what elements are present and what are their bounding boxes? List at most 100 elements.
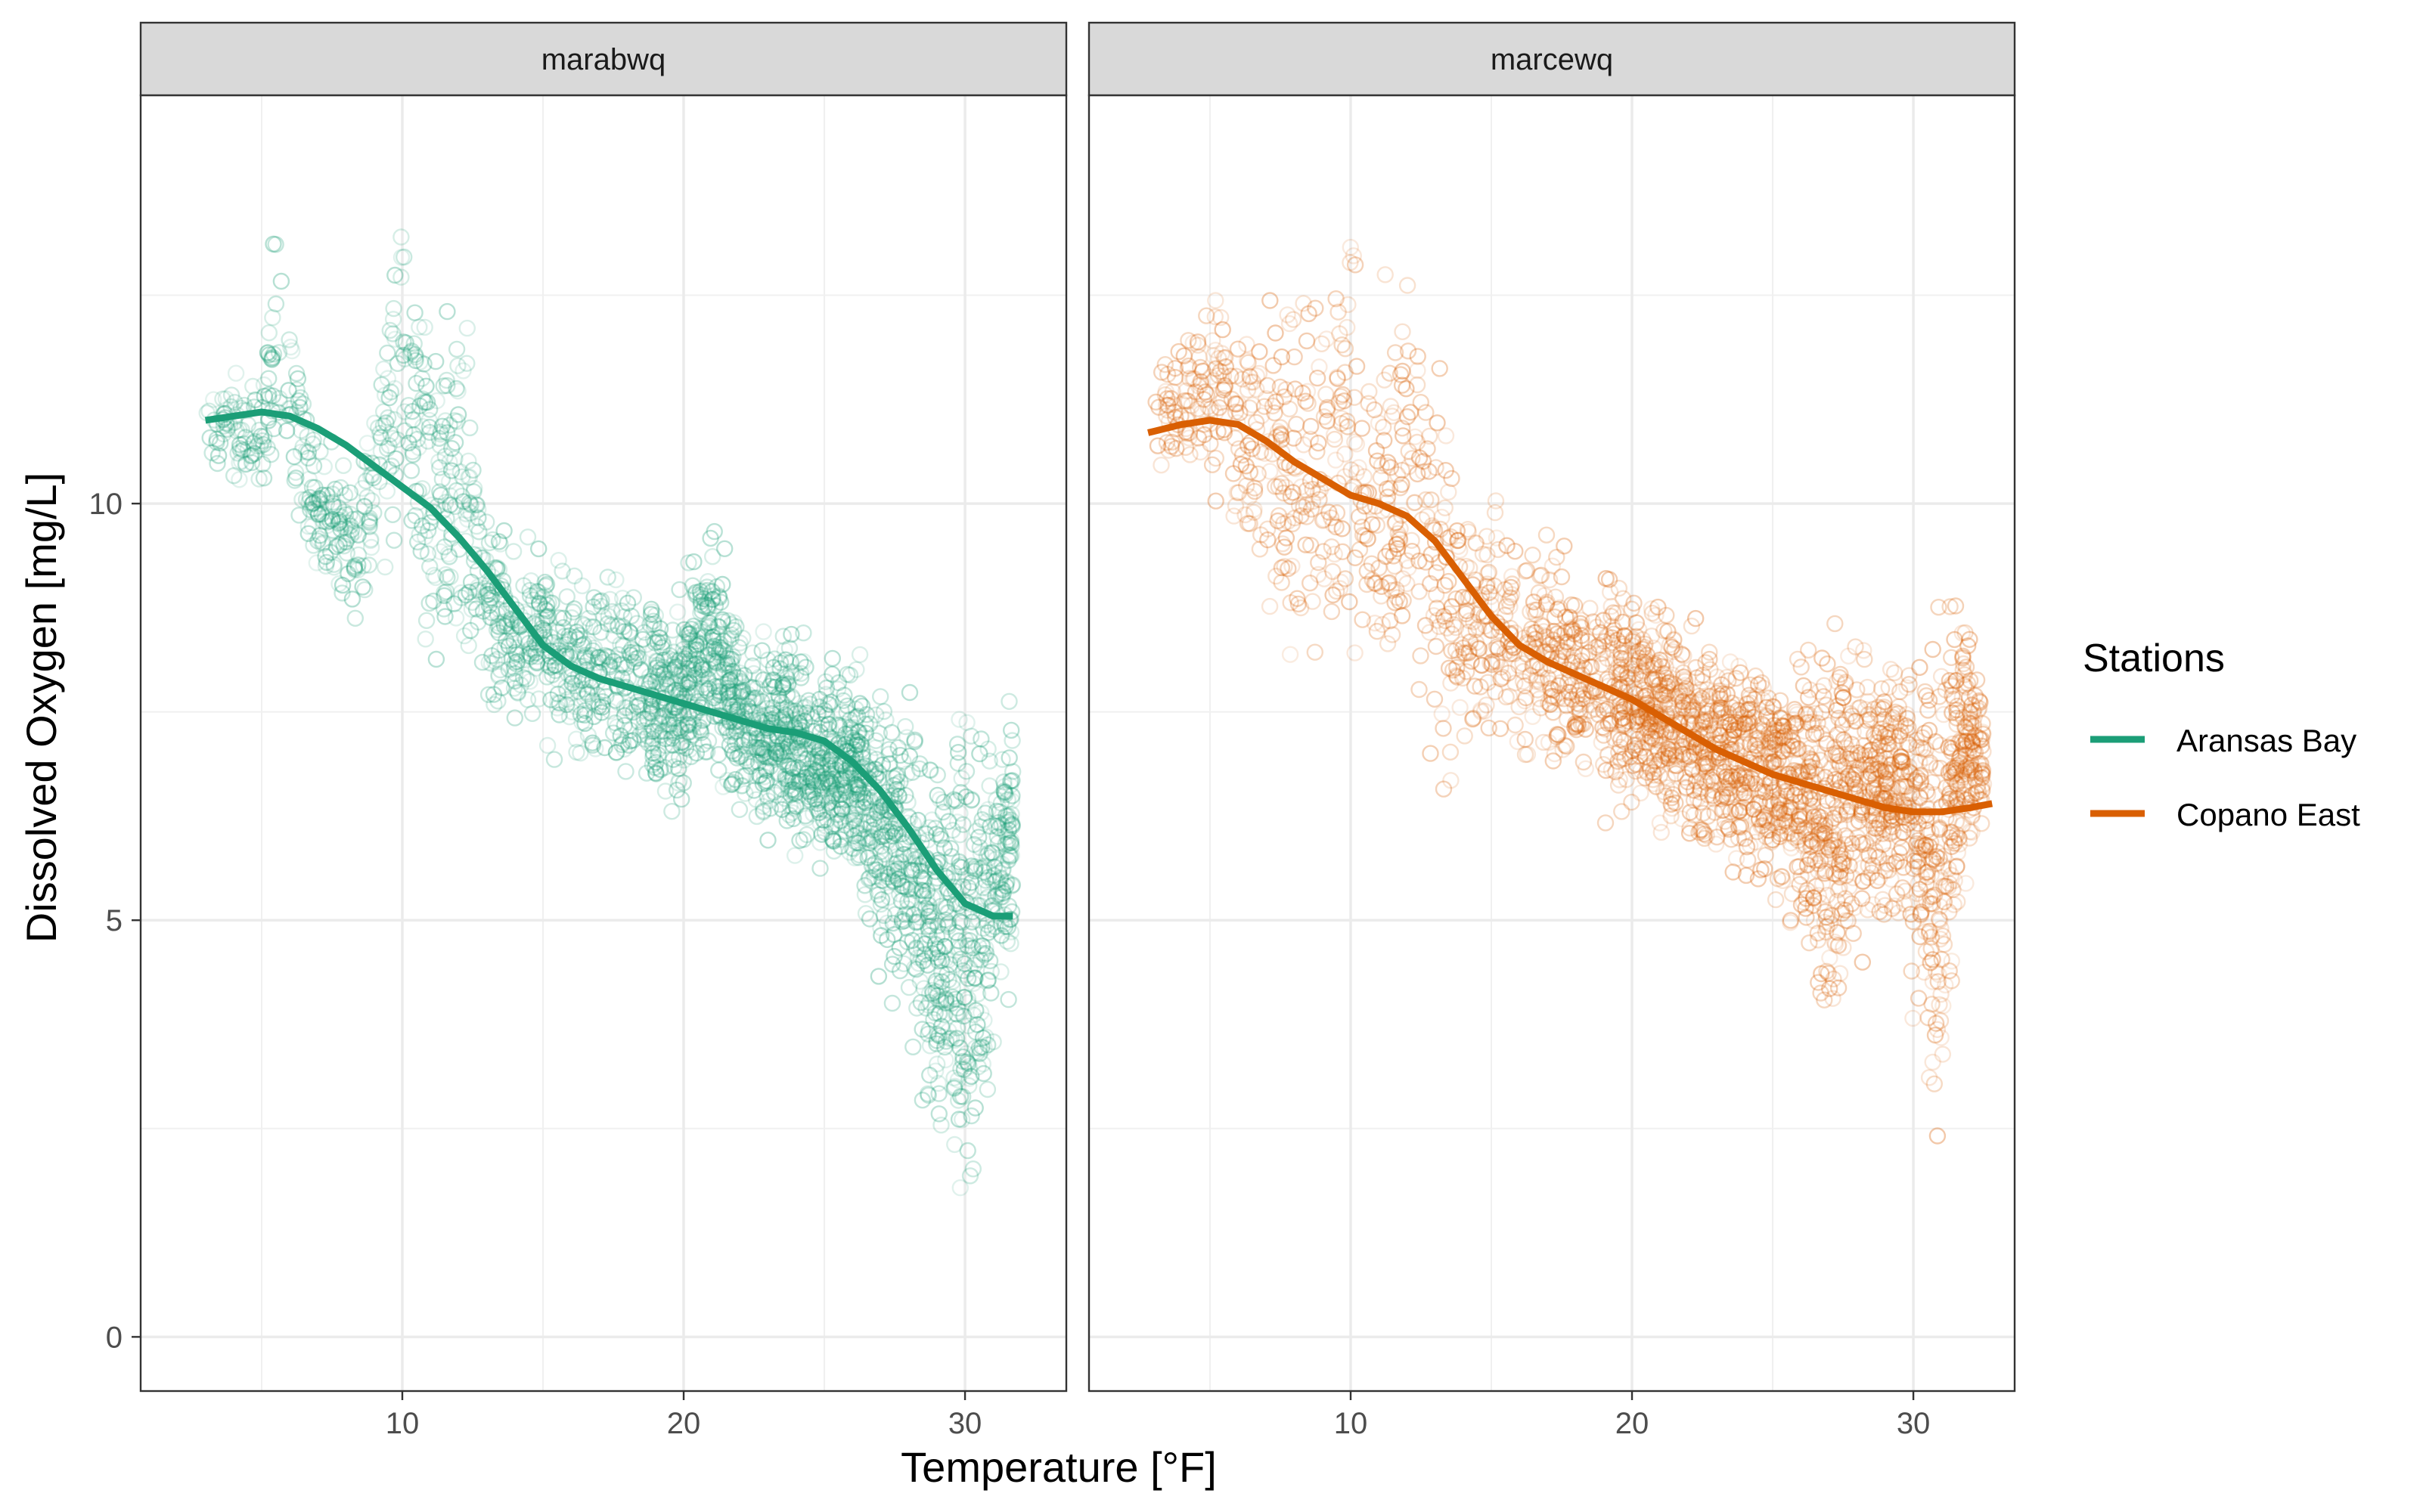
- data-point: [704, 548, 721, 565]
- data-point: [517, 631, 535, 648]
- data-point: [714, 641, 732, 659]
- data-point: [739, 686, 757, 703]
- data-point: [724, 742, 741, 760]
- data-point: [949, 754, 967, 772]
- data-point: [927, 889, 945, 906]
- data-point: [997, 785, 1014, 804]
- data-point: [873, 891, 891, 909]
- data-point: [645, 620, 662, 638]
- data-point: [675, 664, 693, 682]
- data-point: [854, 785, 872, 804]
- data-point: [461, 419, 479, 437]
- data-point: [796, 712, 814, 730]
- data-point: [878, 833, 896, 851]
- data-point: [780, 758, 799, 775]
- data-point: [1531, 567, 1549, 584]
- data-point: [1884, 780, 1902, 798]
- data-point: [420, 522, 437, 539]
- data-point: [662, 674, 680, 692]
- data-point: [817, 673, 835, 690]
- data-point: [894, 877, 911, 895]
- data-point: [994, 751, 1011, 768]
- data-point: [725, 614, 743, 631]
- data-point: [954, 962, 973, 980]
- data-point: [584, 734, 601, 751]
- data-point: [774, 739, 791, 757]
- data-point: [710, 678, 728, 696]
- data-point: [233, 452, 250, 470]
- data-point: [845, 776, 864, 793]
- data-point: [966, 860, 983, 878]
- data-point: [981, 849, 998, 866]
- data-point: [616, 740, 633, 758]
- data-point: [779, 757, 796, 774]
- data-point: [885, 776, 903, 795]
- data-point: [712, 686, 729, 704]
- data-point: [723, 775, 741, 793]
- data-point: [414, 390, 432, 407]
- data-point: [841, 711, 859, 729]
- data-point: [989, 834, 1007, 852]
- data-point: [234, 442, 252, 459]
- data-point: [517, 651, 535, 669]
- data-point: [700, 680, 718, 698]
- data-point: [525, 642, 543, 659]
- data-point: [699, 581, 717, 600]
- data-point: [1940, 878, 1957, 896]
- data-point: [868, 861, 886, 879]
- data-point: [832, 831, 850, 848]
- data-point: [795, 831, 812, 848]
- data-point: [783, 690, 802, 708]
- data-point: [599, 615, 616, 633]
- data-point: [655, 706, 672, 724]
- data-point: [926, 1062, 945, 1080]
- data-point: [990, 864, 1007, 881]
- data-point: [616, 717, 633, 734]
- data-point: [533, 615, 551, 632]
- data-point: [887, 841, 904, 859]
- data-point: [414, 480, 431, 497]
- data-point: [890, 788, 908, 805]
- data-point: [1489, 541, 1507, 559]
- data-point: [754, 740, 771, 758]
- data-point: [824, 787, 842, 804]
- data-point: [793, 750, 810, 768]
- data-point: [867, 751, 886, 768]
- data-point: [212, 434, 229, 452]
- data-point: [923, 981, 942, 999]
- data-point: [718, 719, 735, 737]
- data-point: [287, 469, 305, 487]
- data-point: [799, 782, 817, 801]
- data-point: [462, 573, 480, 591]
- data-point: [489, 650, 506, 668]
- data-point: [718, 771, 737, 789]
- data-point: [343, 590, 361, 608]
- data-point: [483, 604, 501, 621]
- data-point: [681, 645, 698, 663]
- data-point: [933, 973, 951, 990]
- data-point: [507, 655, 526, 673]
- data-point: [999, 807, 1017, 825]
- data-point: [670, 719, 687, 737]
- data-point: [908, 940, 925, 959]
- data-point: [324, 522, 342, 539]
- data-point: [1004, 732, 1021, 749]
- data-point: [670, 748, 688, 766]
- data-point: [502, 611, 520, 628]
- data-point: [705, 628, 722, 646]
- panel-background: [1089, 95, 2015, 1391]
- data-point: [949, 1092, 967, 1109]
- data-point: [784, 760, 802, 777]
- data-point: [1683, 702, 1702, 719]
- data-point: [486, 652, 503, 670]
- data-point: [957, 1045, 976, 1062]
- data-point: [763, 705, 781, 723]
- data-point: [377, 414, 395, 432]
- data-point: [645, 615, 662, 633]
- data-point: [744, 689, 762, 707]
- data-point: [931, 827, 949, 844]
- data-point: [933, 925, 951, 943]
- data-point: [310, 530, 327, 548]
- data-point: [346, 609, 364, 627]
- data-point: [802, 786, 821, 804]
